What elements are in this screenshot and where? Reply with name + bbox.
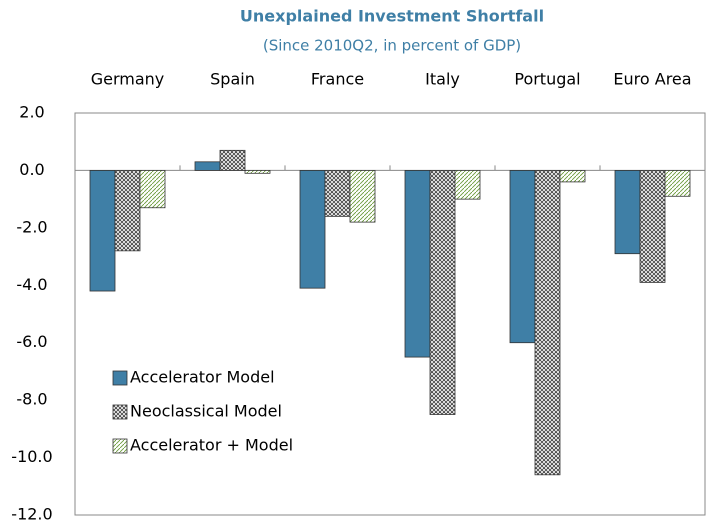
bar [299,170,326,289]
y-tick-label: -12.0 [11,505,52,521]
bar [454,170,481,200]
y-tick-label: -4.0 [16,275,47,294]
x-tick-label: Italy [425,70,460,89]
bar [244,170,271,174]
x-tick-label: Spain [210,70,255,89]
chart-subtitle: (Since 2010Q2, in percent of GDP) [263,37,521,55]
bar [349,170,376,223]
bar [194,161,221,171]
bar [114,170,141,252]
y-tick-label: 2.0 [19,103,44,122]
legend-label: Accelerator Model [130,368,275,387]
bar [219,149,246,171]
y-tick-label: 0.0 [19,160,44,179]
bar [509,170,536,344]
y-tick-label: -10.0 [11,447,52,466]
x-tick-label: Euro Area [613,70,691,89]
y-tick-label: -8.0 [16,390,47,409]
bar [639,170,666,283]
plot-frame [74,112,706,516]
chart-title: Unexplained Investment Shortfall [240,7,544,26]
bar [139,170,166,209]
x-tick-label: France [311,70,364,89]
x-tick-label: Germany [91,70,165,89]
bar [559,170,586,183]
bar [534,170,561,476]
legend-swatch [112,438,128,454]
y-tick-label: -6.0 [16,332,47,351]
bar [429,170,456,415]
legend-swatch [112,370,128,386]
bar [324,170,351,217]
bar [664,170,691,197]
legend-label: Accelerator + Model [130,436,293,455]
bar [614,170,641,255]
x-tick-label: Portugal [514,70,580,89]
legend-swatch [112,404,128,420]
legend-label: Neoclassical Model [130,402,282,421]
bar [89,170,116,292]
bar [404,170,431,358]
y-tick-label: -2.0 [16,217,47,236]
